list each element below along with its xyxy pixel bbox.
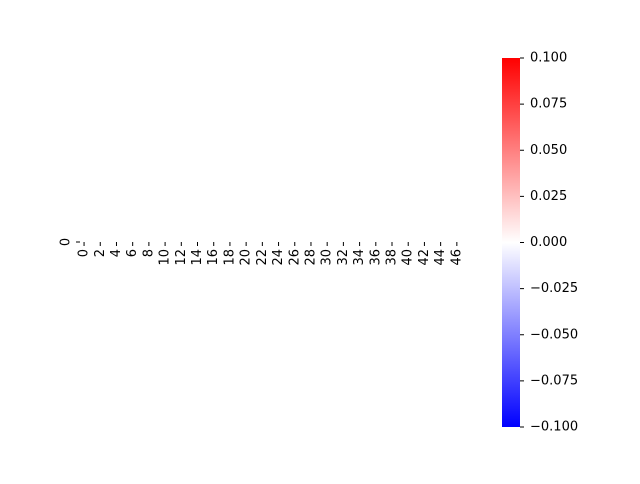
colorbar-tick-label: 0.100 bbox=[530, 51, 567, 66]
x-tick-label: 18 bbox=[222, 249, 237, 266]
colorbar-tick-label: −0.025 bbox=[530, 281, 578, 296]
x-tick-label: 4 bbox=[109, 249, 124, 257]
y-tick-label: 0 bbox=[59, 238, 74, 246]
x-tick-label: 26 bbox=[287, 249, 302, 266]
x-tick-label: 28 bbox=[303, 249, 318, 266]
x-tick-label: 34 bbox=[352, 249, 367, 266]
x-tick-label: 24 bbox=[271, 249, 286, 266]
x-tick-label: 0 bbox=[77, 249, 92, 257]
x-tick-label: 42 bbox=[417, 249, 432, 266]
colorbar bbox=[502, 58, 520, 427]
colorbar-tick-label: −0.050 bbox=[530, 327, 578, 342]
x-tick-label: 46 bbox=[449, 249, 464, 266]
x-tick-label: 6 bbox=[125, 249, 140, 257]
x-tick-label: 14 bbox=[190, 249, 205, 266]
x-tick-label: 38 bbox=[385, 249, 400, 266]
x-tick-label: 22 bbox=[255, 249, 270, 266]
colorbar-ticks: 0.100 0.075 0.050 0.025 0.000 −0.025 −0.050 −0.… bbox=[520, 51, 578, 435]
x-tick-label: 20 bbox=[239, 249, 254, 266]
x-axis-ticks: 0 2 4 6 8 10 12 14 16 18 20 22 24 26 28 30 32 34 36 38 40 42 4… bbox=[77, 242, 464, 266]
x-tick-label: 12 bbox=[174, 249, 189, 266]
colorbar-tick-label: 0.075 bbox=[530, 97, 567, 112]
x-tick-label: 44 bbox=[433, 249, 448, 266]
x-tick-label: 16 bbox=[206, 249, 221, 266]
x-tick-label: 30 bbox=[320, 249, 335, 266]
x-tick-label: 36 bbox=[368, 249, 383, 266]
x-tick-label: 8 bbox=[141, 249, 156, 257]
colorbar-tick-label: 0.050 bbox=[530, 143, 567, 158]
y-axis-ticks: 0 bbox=[59, 238, 80, 246]
x-tick-label: 32 bbox=[336, 249, 351, 266]
x-tick-label: 40 bbox=[401, 249, 416, 266]
x-tick-label: 2 bbox=[93, 249, 108, 257]
colorbar-tick-label: −0.075 bbox=[530, 373, 578, 388]
colorbar-tick-label: 0.025 bbox=[530, 189, 567, 204]
colorbar-tick-label: 0.000 bbox=[530, 235, 567, 250]
x-tick-label: 10 bbox=[158, 249, 173, 266]
colorbar-tick-label: −0.100 bbox=[530, 420, 578, 435]
